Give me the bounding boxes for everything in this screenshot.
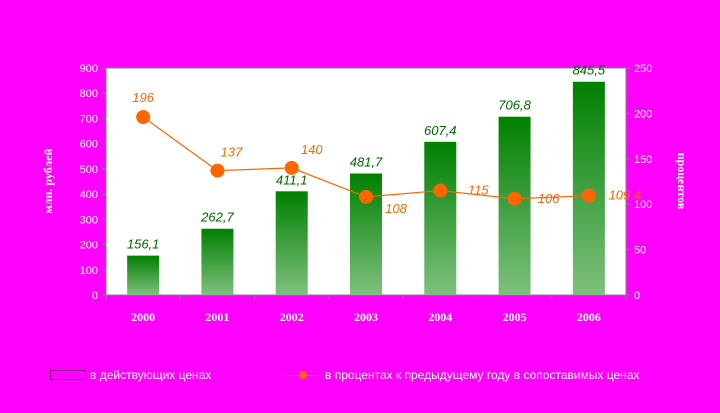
y-axis-right-title: процентов — [675, 153, 689, 210]
y-left-tick-label: 500 — [80, 164, 98, 176]
x-tick-label: 2000 — [131, 310, 155, 324]
x-tick-label: 2005 — [503, 310, 527, 324]
line-value-label: 108 — [385, 201, 407, 216]
legend-line-label: в процентах к предыдущему году в сопоста… — [325, 368, 640, 382]
y-left-tick-label: 0 — [92, 290, 98, 302]
line-point — [136, 110, 151, 125]
line-point — [359, 189, 373, 204]
data-labels: 156,1 262,7 411,1 481,7 607,4 706,8 845,5 196 13… — [127, 63, 641, 252]
bar-value-label: 481,7 — [350, 155, 383, 170]
line-point — [507, 191, 522, 206]
bar-value-label: 706,8 — [498, 98, 531, 113]
y-axis-left: 0 100 200 300 400 500 600 700 800 900 — [80, 63, 107, 302]
y-right-tick-label: 100 — [634, 199, 652, 211]
line-point — [284, 160, 299, 175]
legend-item-line: в процентах к предыдущему году в сопоста… — [285, 368, 639, 382]
x-tick-label: 2006 — [577, 310, 601, 324]
bar-value-label: 156,1 — [127, 237, 160, 252]
y-left-tick-label: 200 — [80, 240, 98, 252]
legend-line-swatch — [285, 370, 321, 380]
legend-bar-swatch — [50, 370, 86, 380]
y-left-tick-label: 800 — [80, 88, 98, 100]
x-tick-label: 2004 — [428, 310, 452, 324]
y-left-tick-label: 400 — [80, 189, 98, 201]
x-tick-label: 2003 — [354, 310, 378, 324]
line-value-label: 137 — [221, 145, 243, 160]
legend-bar-label: в действующих ценах — [90, 368, 212, 382]
bar-value-label: 262,7 — [200, 210, 234, 225]
bar-series — [127, 81, 605, 295]
line-point — [210, 163, 225, 178]
y-right-tick-label: 50 — [634, 245, 646, 257]
y-left-tick-label: 600 — [80, 139, 98, 151]
line-point — [433, 183, 448, 198]
line-point — [581, 188, 596, 203]
bar — [201, 228, 234, 295]
y-left-tick-label: 700 — [80, 113, 98, 125]
y-right-tick-label: 250 — [634, 63, 652, 75]
bar — [572, 81, 605, 295]
line-value-label: 109,4 — [609, 188, 642, 203]
bar — [498, 116, 531, 295]
bar — [275, 191, 308, 295]
y-right-tick-label: 150 — [634, 154, 652, 166]
y-left-tick-label: 300 — [80, 214, 98, 226]
bar-value-label: 607,4 — [424, 123, 457, 138]
bar — [127, 255, 160, 295]
y-left-tick-label: 900 — [80, 63, 98, 75]
y-right-tick-label: 0 — [634, 290, 640, 302]
x-axis: 2000 2001 2002 2003 2004 2005 2006 — [105, 295, 627, 324]
bar-value-label: 411,1 — [276, 172, 308, 187]
y-axis-right: 0 50 100 150 200 250 — [625, 63, 652, 302]
bar — [424, 141, 457, 295]
y-axis-left-title: млн. рублей — [41, 148, 55, 213]
line-value-label: 140 — [301, 142, 323, 157]
y-left-tick-label: 100 — [80, 265, 98, 277]
legend-item-bars: в действующих ценах — [50, 368, 211, 382]
y-right-tick-label: 200 — [634, 108, 652, 120]
line-value-label: 106 — [538, 191, 560, 206]
line-series — [136, 110, 596, 206]
line-value-label: 196 — [132, 90, 154, 105]
line-value-label: 115 — [468, 183, 489, 198]
x-tick-label: 2002 — [280, 310, 304, 324]
bar-value-label: 845,5 — [573, 63, 606, 78]
x-tick-label: 2001 — [205, 310, 229, 324]
